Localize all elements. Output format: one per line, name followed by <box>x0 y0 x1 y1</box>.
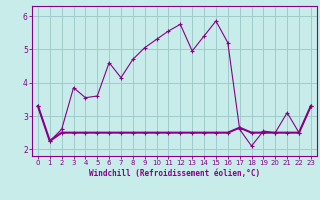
X-axis label: Windchill (Refroidissement éolien,°C): Windchill (Refroidissement éolien,°C) <box>89 169 260 178</box>
